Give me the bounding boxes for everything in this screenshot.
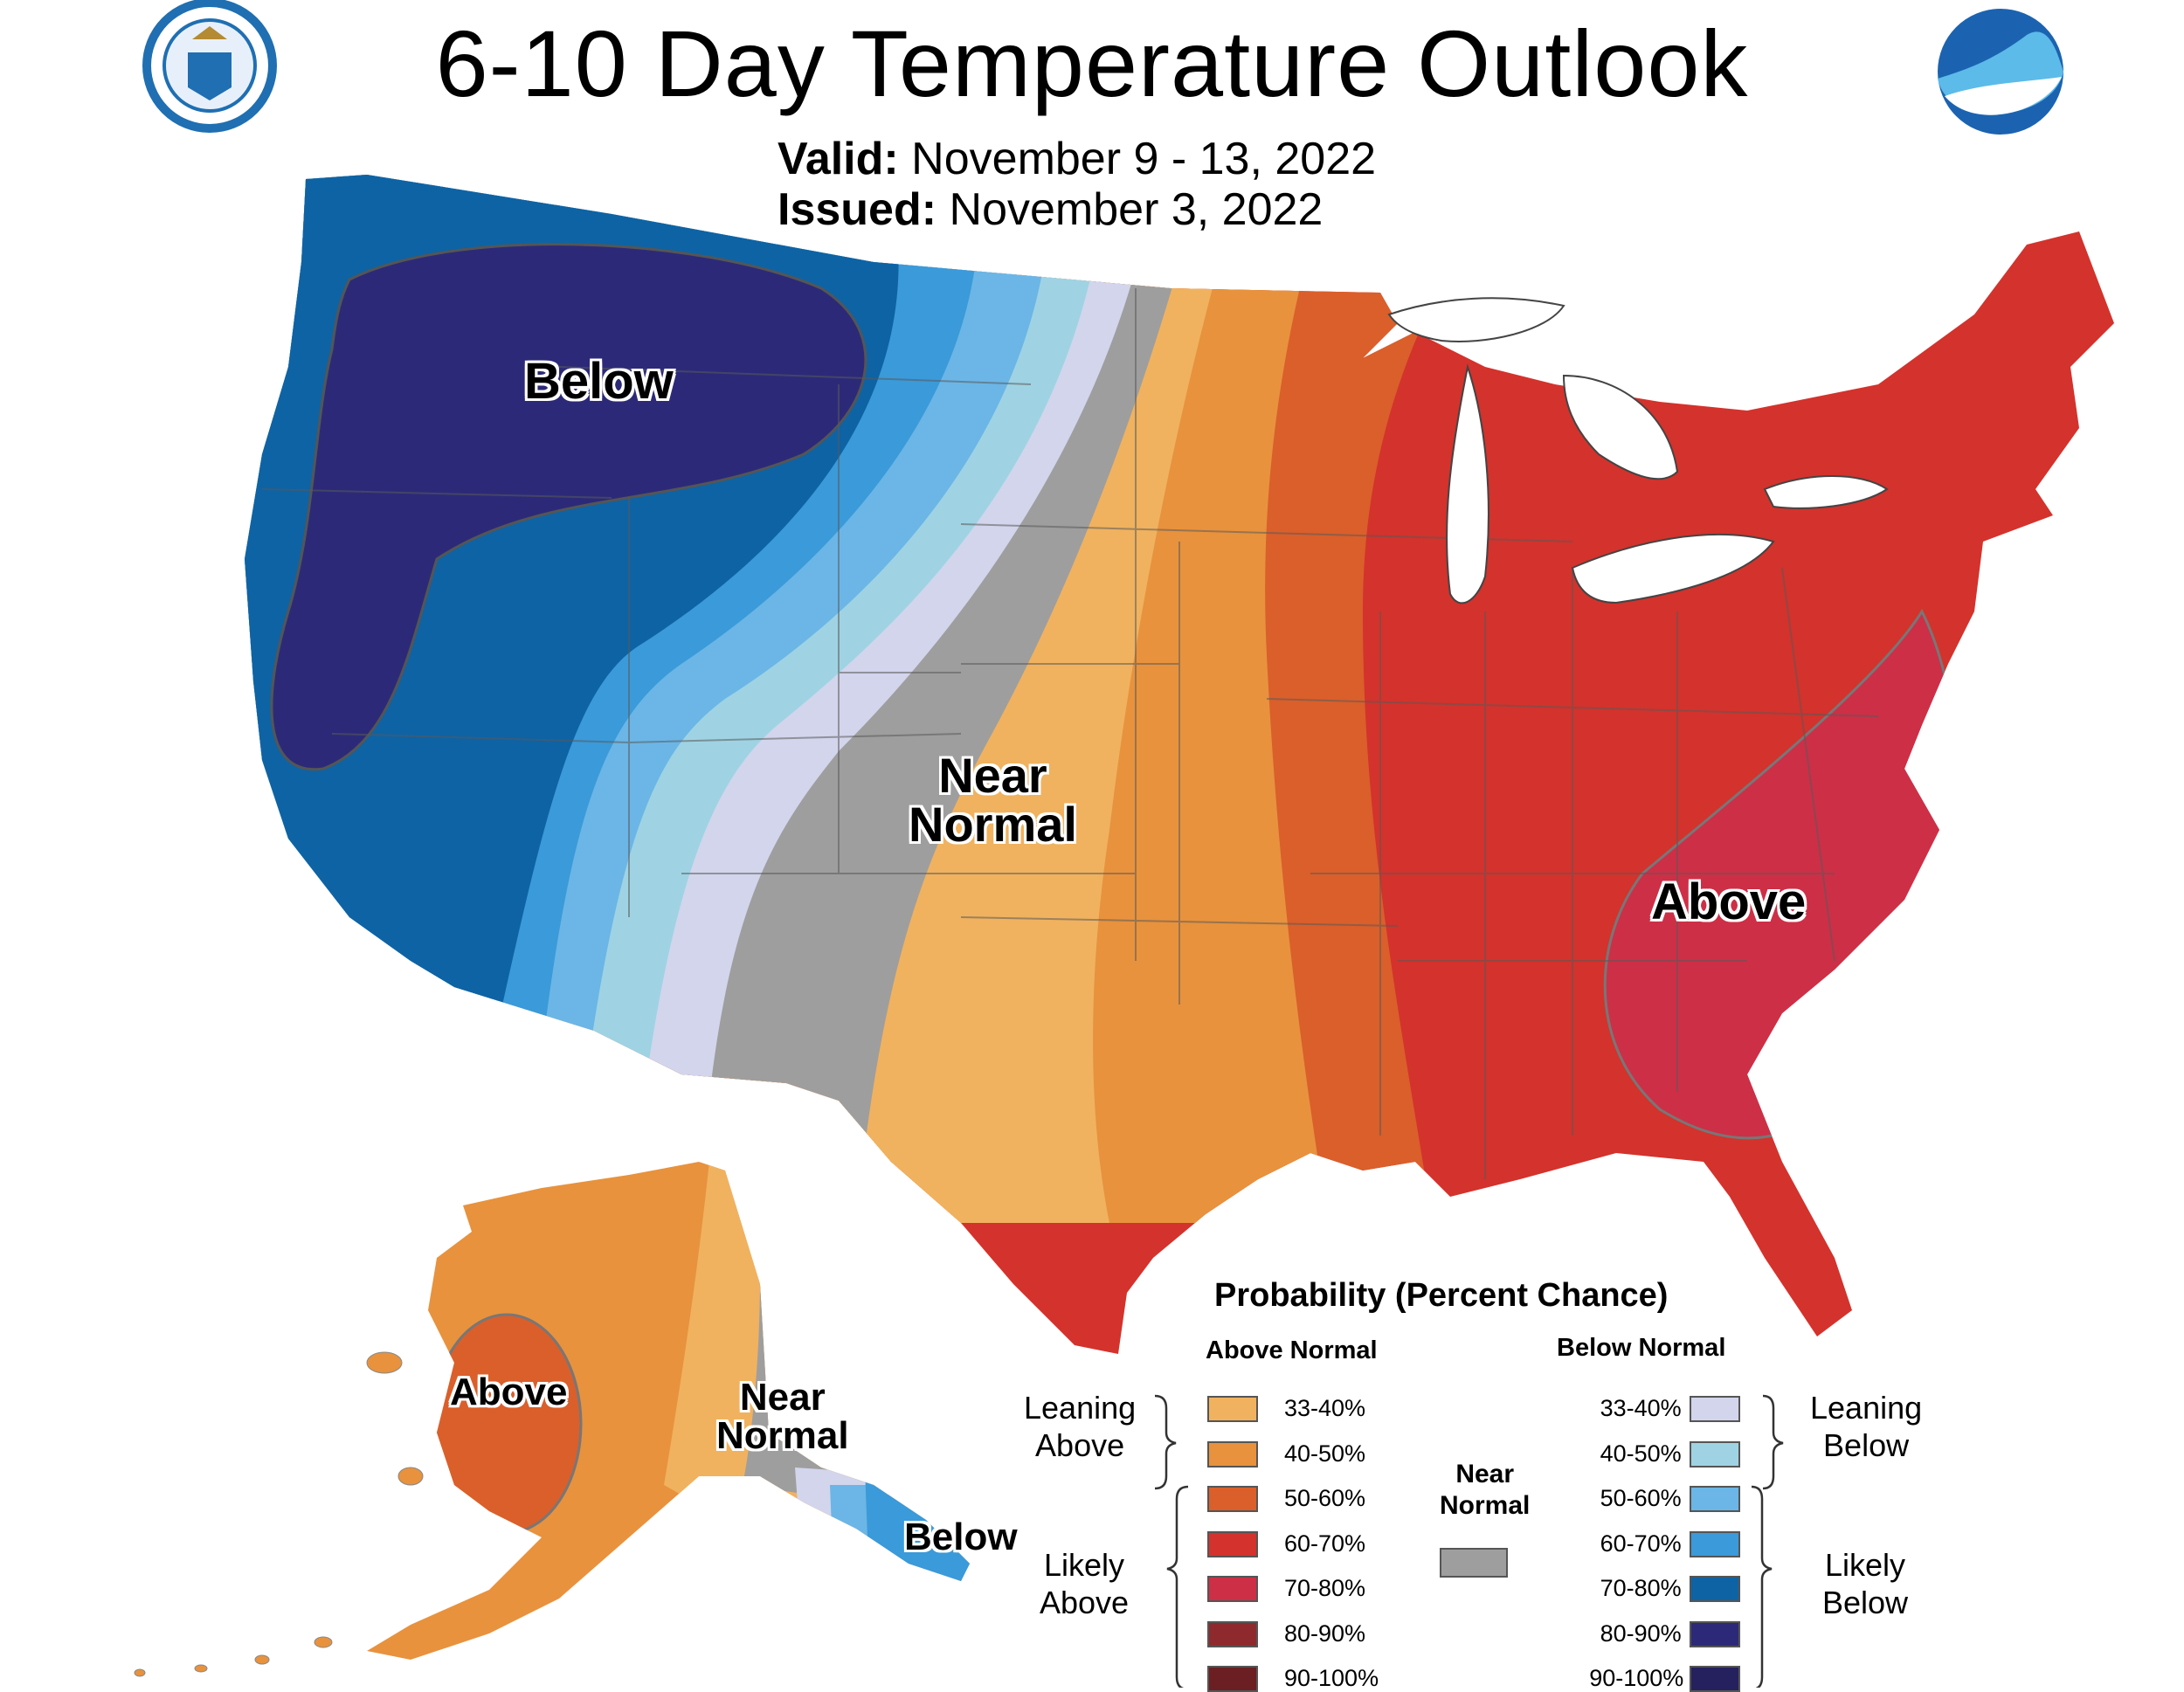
- above-swatch-4: [1207, 1576, 1258, 1602]
- above-pct-4: 70-80%: [1284, 1575, 1366, 1601]
- above-pct-3: 60-70%: [1284, 1530, 1366, 1557]
- conus-map: [245, 175, 2114, 1354]
- ak-near-line2: Normal: [716, 1414, 849, 1457]
- above-swatch-1: [1207, 1440, 1258, 1468]
- below-swatch-0: [1690, 1396, 1740, 1422]
- leaning-above-line2: Above: [1035, 1427, 1125, 1464]
- issued-value: November 3, 2022: [949, 184, 1324, 235]
- above-pct-6: 90-100%: [1284, 1665, 1379, 1691]
- above-pct-5: 80-90%: [1284, 1619, 1366, 1647]
- conus-near-normal-label: Near Normal: [909, 751, 1077, 849]
- above-pct-1: 40-50%: [1284, 1440, 1366, 1467]
- below-pct-5: 80-90%: [1600, 1619, 1682, 1647]
- below-swatch-3: [1690, 1530, 1740, 1557]
- valid-label: Valid:: [778, 134, 899, 184]
- above-pct-0: 33-40%: [1284, 1395, 1366, 1421]
- below-swatch-2: [1690, 1486, 1740, 1512]
- likely-above-line2: Above: [1040, 1585, 1130, 1621]
- valid-row: Valid: November 9 - 13, 2022: [778, 133, 1376, 185]
- brace-leaning-above: [1154, 1394, 1177, 1490]
- legend-title: Probability (Percent Chance): [1214, 1277, 1669, 1314]
- below-swatch-6: [1690, 1666, 1740, 1692]
- doc-seal: [142, 0, 277, 133]
- conus-near-line2: Normal: [909, 797, 1077, 852]
- ak-below-label: Below: [904, 1516, 1018, 1558]
- legend-above-head: Above Normal: [1206, 1336, 1378, 1364]
- legend-leaning-above: Leaning Above: [1024, 1389, 1136, 1464]
- below-swatch-5: [1690, 1620, 1740, 1647]
- below-pct-1: 40-50%: [1600, 1440, 1682, 1467]
- legend-near-swatch: [1440, 1548, 1508, 1578]
- leaning-below-line2: Below: [1823, 1427, 1910, 1464]
- below-swatch-1: [1690, 1440, 1740, 1468]
- leaning-above-line1: Leaning: [1024, 1390, 1137, 1426]
- above-swatch-5: [1207, 1620, 1258, 1647]
- conus-above-label: Above: [1651, 874, 1807, 930]
- valid-value: November 9 - 13, 2022: [911, 134, 1377, 184]
- ak-near-line1: Near: [739, 1376, 826, 1419]
- legend-likely-above: Likely Above: [1040, 1546, 1129, 1621]
- legend-leaning-below: Leaning Below: [1810, 1389, 1922, 1464]
- below-pct-0: 33-40%: [1600, 1395, 1682, 1421]
- brace-likely-above: [1166, 1485, 1189, 1688]
- above-pct-2: 50-60%: [1284, 1485, 1366, 1511]
- issued-label: Issued:: [778, 184, 937, 235]
- legend-near-line1: Near: [1455, 1460, 1515, 1488]
- likely-below-line2: Below: [1822, 1585, 1909, 1621]
- below-swatch-4: [1690, 1576, 1740, 1602]
- leaning-below-line1: Leaning: [1810, 1390, 1923, 1426]
- legend-below-head: Below Normal: [1557, 1334, 1726, 1362]
- above-swatch-0: [1207, 1396, 1258, 1422]
- legend-likely-below: Likely Below: [1822, 1546, 1908, 1621]
- legend-braces: [1154, 1394, 1784, 1688]
- aleutians: [134, 1351, 424, 1677]
- conus-below-label: Below: [524, 353, 674, 410]
- below-pct-2: 50-60%: [1600, 1485, 1682, 1511]
- likely-below-line1: Likely: [1825, 1547, 1906, 1583]
- page-title: 6-10 Day Temperature Outlook: [435, 10, 1749, 116]
- above-swatch-2: [1207, 1486, 1258, 1512]
- noaa-logo: [1938, 9, 2063, 135]
- issued-row: Issued: November 3, 2022: [778, 183, 1323, 236]
- above-swatch-6: [1207, 1666, 1258, 1692]
- great-lakes: [1387, 297, 1889, 604]
- brace-leaning-below: [1762, 1394, 1784, 1490]
- likely-above-line1: Likely: [1044, 1547, 1125, 1583]
- ak-near-normal-label: Near Normal: [716, 1378, 849, 1455]
- legend-near-line2: Normal: [1440, 1491, 1531, 1520]
- legend-near-normal: Near Normal: [1440, 1459, 1530, 1522]
- conus-near-line1: Near: [938, 748, 1047, 803]
- below-pct-3: 60-70%: [1600, 1530, 1682, 1557]
- ak-above-label: Above: [450, 1371, 568, 1413]
- below-pct-6: 90-100%: [1589, 1665, 1684, 1691]
- brace-likely-below: [1751, 1485, 1773, 1688]
- below-pct-4: 70-80%: [1600, 1575, 1682, 1601]
- above-swatch-3: [1207, 1530, 1258, 1557]
